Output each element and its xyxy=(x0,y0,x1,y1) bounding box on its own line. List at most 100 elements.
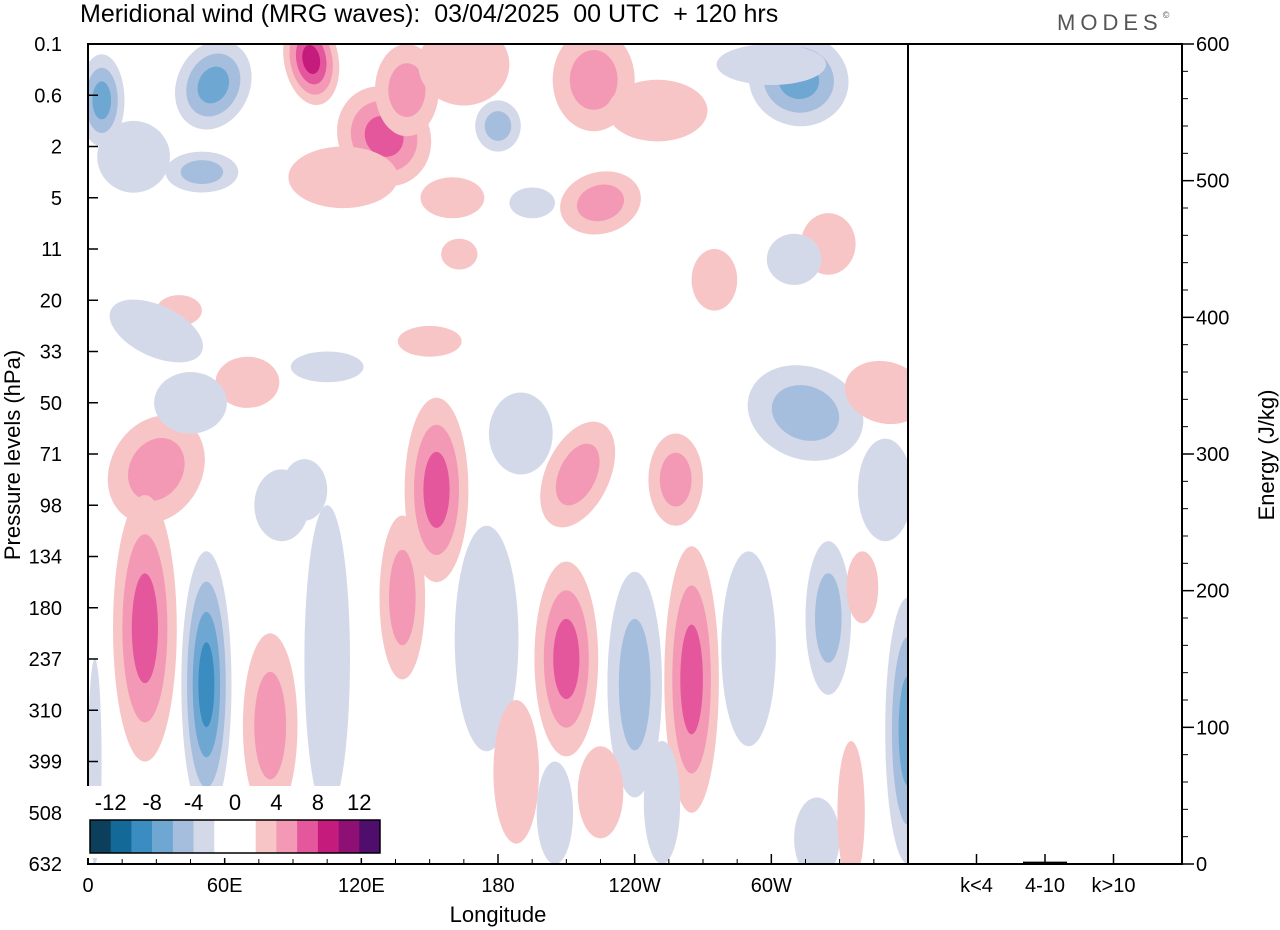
energy-category-label: k<4 xyxy=(960,875,993,897)
negative-contour xyxy=(484,111,512,141)
colorbar-swatch xyxy=(235,820,256,853)
x-axis-ticks: 0 60E 120E 180 120W 60W xyxy=(82,854,875,897)
energy-tick-label: 400 xyxy=(1196,307,1229,329)
colorbar-label: -12 xyxy=(95,790,127,815)
energy-tick-label: 500 xyxy=(1196,171,1229,193)
negative-contour xyxy=(154,372,227,434)
positive-contour xyxy=(493,700,539,844)
positive-contour xyxy=(423,451,450,528)
chart-title: Meridional wind (MRG waves): 03/04/2025 … xyxy=(80,0,779,28)
x-tick-label: 60E xyxy=(207,875,243,897)
positive-contour xyxy=(659,452,692,507)
colorbar-swatch xyxy=(90,820,111,853)
negative-contour xyxy=(536,761,574,864)
negative-contour xyxy=(857,438,908,542)
y-tick-label: 180 xyxy=(29,598,62,620)
x-tick-label: 0 xyxy=(82,875,93,897)
colorbar-swatch xyxy=(193,820,215,853)
x-tick-label: 120E xyxy=(338,875,385,897)
negative-contour xyxy=(766,233,822,285)
brand-logo: MODES© xyxy=(1057,10,1169,36)
negative-contour xyxy=(92,81,112,120)
y-tick-label: 134 xyxy=(29,547,62,569)
positive-contour xyxy=(288,146,398,209)
positive-contour xyxy=(127,437,185,501)
y-tick-label: 20 xyxy=(40,290,62,312)
energy-tick-label: 0 xyxy=(1196,854,1207,876)
colorbar-swatch xyxy=(317,820,339,853)
x-tick-label: 60W xyxy=(751,875,792,897)
positive-contour xyxy=(680,624,703,735)
colorbar-swatch xyxy=(276,820,298,853)
negative-contour xyxy=(180,160,224,185)
colorbar-swatch xyxy=(297,820,319,853)
negative-contour xyxy=(794,797,840,864)
colorbar-swatch xyxy=(359,820,381,853)
y-tick-label: 98 xyxy=(40,495,62,517)
brand-text: MODES xyxy=(1057,10,1163,35)
energy-tick-label: 300 xyxy=(1196,444,1229,466)
y-tick-label: 399 xyxy=(29,752,62,774)
colorbar-swatch xyxy=(338,820,360,853)
negative-contour xyxy=(254,469,309,542)
negative-contour xyxy=(454,525,519,752)
y-axis-label: Pressure levels (hPa) xyxy=(0,350,25,560)
positive-contour xyxy=(555,443,600,506)
positive-contour xyxy=(397,325,462,357)
positive-contour xyxy=(215,356,280,408)
colorbar-label: 4 xyxy=(270,790,282,815)
colorbar-frame xyxy=(89,819,381,854)
y-tick-label: 237 xyxy=(29,649,62,671)
energy-tick-label: 600 xyxy=(1196,34,1229,56)
negative-contour xyxy=(509,187,555,219)
y-tick-label: 71 xyxy=(40,444,62,466)
colorbar-label: -4 xyxy=(184,790,204,815)
energy-bars: k<4 4-10 k>10 xyxy=(960,854,1135,897)
positive-contour xyxy=(420,177,485,219)
negative-contour xyxy=(290,351,364,383)
positive-contour xyxy=(441,238,478,270)
y-tick-label: 508 xyxy=(29,803,62,825)
negative-contour xyxy=(109,299,203,363)
energy-tick-label: 200 xyxy=(1196,581,1229,603)
negative-contour xyxy=(716,44,826,85)
positive-contour xyxy=(569,50,618,110)
y-tick-label: 33 xyxy=(40,342,62,364)
colorbar-swatch xyxy=(110,820,132,853)
negative-contour xyxy=(197,66,230,104)
negative-contour xyxy=(898,675,908,786)
energy-category-label: k>10 xyxy=(1092,875,1136,897)
negative-contour xyxy=(198,642,215,727)
colorbar-label: -8 xyxy=(142,790,162,815)
y-tick-label: 5 xyxy=(51,188,62,210)
positive-contour xyxy=(607,79,708,142)
positive-contour xyxy=(553,618,580,700)
colorbar-swatch xyxy=(152,820,174,853)
y-tick-label: 50 xyxy=(40,393,62,415)
positive-contour xyxy=(254,671,287,780)
x-axis-label: Longitude xyxy=(450,902,547,927)
negative-contour xyxy=(304,505,351,813)
colorbar-swatch xyxy=(131,820,153,853)
y-tick-label: 0.1 xyxy=(34,34,62,56)
positive-contour xyxy=(846,551,879,624)
positive-contour xyxy=(691,248,738,311)
y-tick-label: 310 xyxy=(29,700,62,722)
colorbar-swatch xyxy=(214,820,236,853)
y-axis-ticks: 0.1 0.6 2 5 11 20 33 50 71 98 134 180 237 310 399 508 63… xyxy=(29,34,98,876)
x-tick-label: 120W xyxy=(609,875,661,897)
positive-contour xyxy=(837,741,865,864)
negative-contour xyxy=(771,385,840,441)
y-tick-label: 11 xyxy=(41,239,62,261)
energy-tick-label: 100 xyxy=(1196,717,1229,739)
negative-contour xyxy=(97,120,170,193)
colorbar-label: 0 xyxy=(229,790,241,815)
y-tick-label: 2 xyxy=(51,137,62,159)
brand-copyright-mark: © xyxy=(1162,10,1170,20)
positive-contour xyxy=(577,746,624,839)
colorbar-label: 12 xyxy=(347,790,371,815)
negative-contour xyxy=(815,573,842,663)
positive-contour xyxy=(418,44,510,106)
energy-bar xyxy=(1023,861,1067,864)
